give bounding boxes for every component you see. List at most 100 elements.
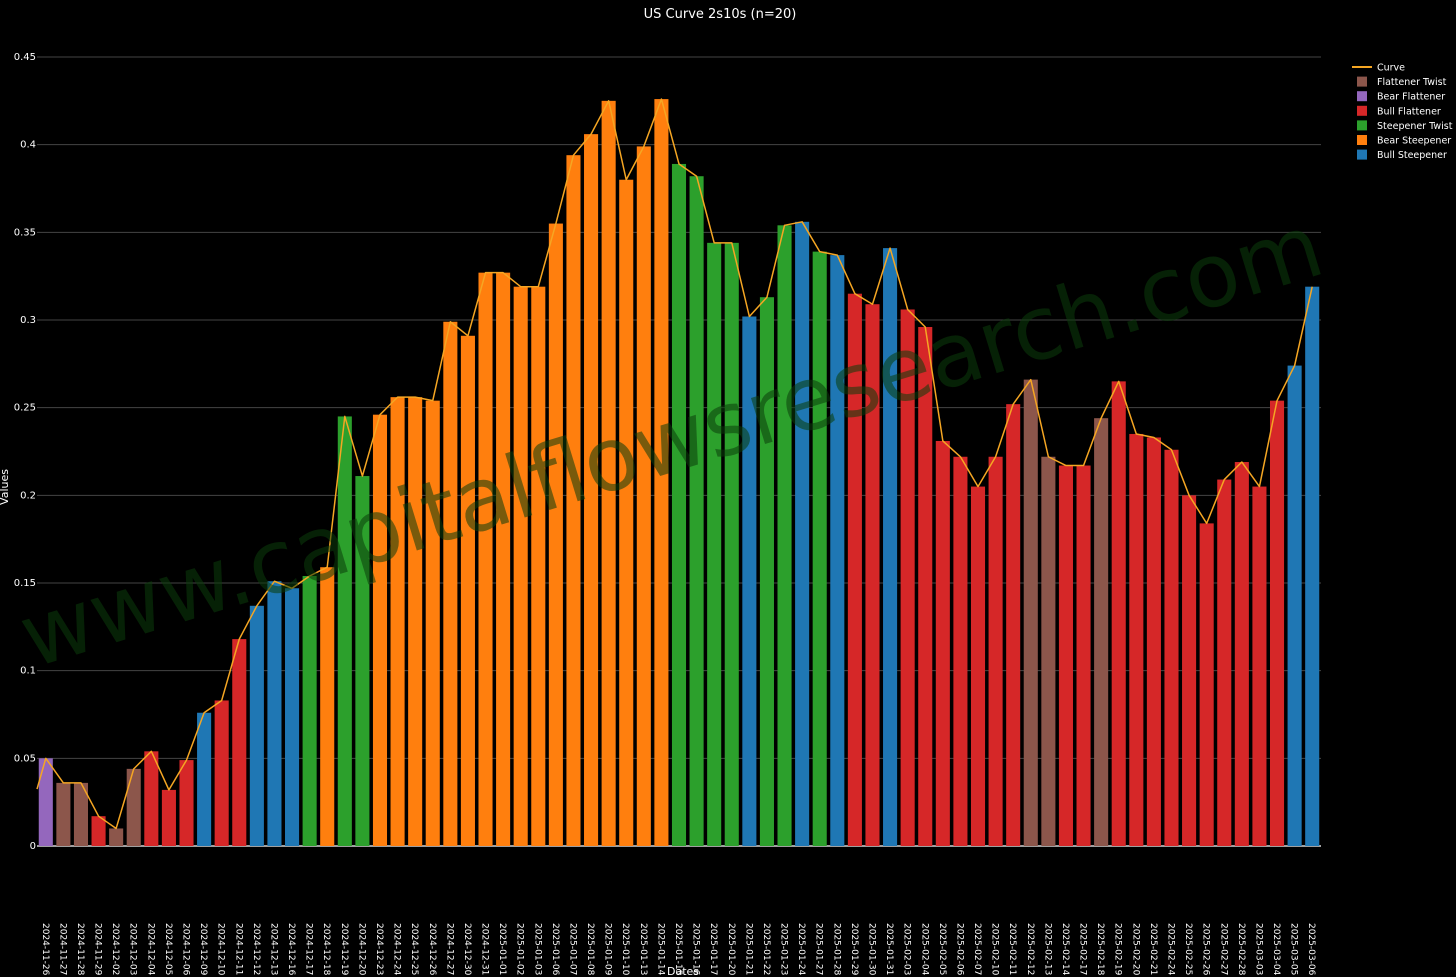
- bar[interactable]: [1041, 456, 1056, 846]
- legend-item[interactable]: Bull Flattener: [1357, 105, 1441, 118]
- bar[interactable]: [777, 225, 792, 846]
- bar[interactable]: [742, 316, 757, 846]
- bar[interactable]: [759, 297, 774, 846]
- bar[interactable]: [970, 486, 986, 846]
- bar[interactable]: [513, 286, 528, 847]
- bar[interactable]: [918, 327, 933, 847]
- bar[interactable]: [601, 100, 616, 847]
- bar[interactable]: [1287, 365, 1302, 846]
- bar[interactable]: [1111, 381, 1126, 846]
- x-tick-label: 2025-01-27: [814, 923, 824, 975]
- bar[interactable]: [443, 321, 458, 847]
- bar[interactable]: [584, 134, 599, 846]
- curve-line[interactable]: [36, 98, 1313, 830]
- legend-item[interactable]: Bear Flattener: [1357, 91, 1445, 103]
- x-tick-label: 2024-12-12: [251, 923, 261, 975]
- x-tick-label: 2025-01-21: [743, 923, 753, 975]
- legend-swatch: [1357, 91, 1367, 102]
- bar[interactable]: [619, 179, 634, 846]
- bar[interactable]: [847, 293, 862, 846]
- x-tick-label: 2024-12-10: [216, 923, 226, 976]
- bar[interactable]: [1006, 404, 1021, 846]
- bar[interactable]: [126, 768, 141, 846]
- bar[interactable]: [38, 758, 53, 846]
- bar[interactable]: [1182, 495, 1197, 846]
- bar[interactable]: [812, 251, 827, 846]
- bar[interactable]: [425, 400, 440, 846]
- bar[interactable]: [56, 782, 71, 846]
- bar[interactable]: [830, 255, 845, 847]
- bar[interactable]: [724, 242, 739, 846]
- x-tick-label: 2024-12-30: [462, 923, 472, 976]
- bar[interactable]: [1199, 523, 1214, 846]
- bar[interactable]: [1305, 286, 1320, 847]
- bar[interactable]: [1164, 449, 1179, 846]
- legend-item[interactable]: Bull Steepener: [1357, 149, 1447, 162]
- bar[interactable]: [1252, 486, 1267, 846]
- bar[interactable]: [900, 309, 915, 847]
- bar[interactable]: [654, 99, 669, 846]
- bar[interactable]: [953, 456, 968, 846]
- legend-item[interactable]: Curve: [1352, 63, 1405, 74]
- legend-item[interactable]: Flattener Twist: [1357, 76, 1447, 89]
- bar[interactable]: [408, 397, 423, 846]
- x-tick-label: 2025-02-25: [1183, 923, 1193, 975]
- x-tick-label: 2025-02-12: [1025, 923, 1035, 975]
- x-tick-label: 2024-12-05: [163, 923, 173, 975]
- bar[interactable]: [707, 242, 722, 846]
- bar[interactable]: [1058, 465, 1073, 846]
- bar[interactable]: [161, 789, 176, 846]
- bar[interactable]: [144, 751, 159, 846]
- bar[interactable]: [214, 700, 229, 846]
- bar[interactable]: [355, 476, 370, 846]
- x-tick-label: 2025-01-01: [497, 923, 507, 975]
- bar[interactable]: [671, 163, 687, 846]
- bar[interactable]: [478, 272, 493, 846]
- bar[interactable]: [548, 223, 563, 847]
- bar[interactable]: [1129, 433, 1144, 846]
- bar[interactable]: [1217, 479, 1232, 846]
- x-tick-label: 2025-01-15: [673, 923, 683, 975]
- bar[interactable]: [1234, 462, 1249, 846]
- bar[interactable]: [91, 816, 106, 846]
- x-tick-label: 2024-11-28: [75, 923, 85, 976]
- bar[interactable]: [1146, 437, 1161, 846]
- bar[interactable]: [1269, 400, 1285, 846]
- x-tick-label: 2025-01-23: [779, 923, 789, 975]
- bar[interactable]: [636, 146, 651, 847]
- legend-label: Bear Flattener: [1377, 92, 1445, 103]
- legend-item[interactable]: Bear Steepener: [1357, 135, 1451, 147]
- bar[interactable]: [179, 760, 194, 846]
- bar[interactable]: [935, 440, 950, 846]
- bar[interactable]: [689, 176, 704, 846]
- bar[interactable]: [566, 155, 581, 847]
- bar[interactable]: [795, 221, 810, 846]
- x-tick-label: 2025-01-08: [585, 923, 595, 976]
- x-tick-label: 2025-01-29: [849, 923, 859, 976]
- bar[interactable]: [1094, 418, 1109, 846]
- bar[interactable]: [883, 248, 898, 846]
- bar[interactable]: [1076, 465, 1091, 846]
- bar[interactable]: [197, 712, 212, 846]
- bar[interactable]: [249, 605, 264, 846]
- bar[interactable]: [988, 456, 1003, 846]
- bar[interactable]: [390, 397, 405, 846]
- bar[interactable]: [337, 416, 352, 846]
- bar[interactable]: [460, 335, 475, 846]
- bar[interactable]: [232, 639, 247, 846]
- bar[interactable]: [285, 588, 300, 846]
- bar[interactable]: [496, 272, 511, 846]
- legend-label: Bull Steepener: [1377, 150, 1447, 161]
- bar[interactable]: [109, 828, 124, 846]
- bar[interactable]: [531, 286, 546, 847]
- bar[interactable]: [1023, 379, 1038, 846]
- bar[interactable]: [372, 414, 388, 846]
- bar[interactable]: [865, 304, 880, 847]
- bar[interactable]: [267, 581, 282, 846]
- legend[interactable]: Curve Flattener Twist Bear Flattener Bull F…: [1352, 63, 1453, 162]
- bar[interactable]: [320, 567, 335, 846]
- bar[interactable]: [302, 575, 317, 846]
- legend-item[interactable]: Steepener Twist: [1357, 120, 1453, 132]
- bar[interactable]: [73, 782, 89, 846]
- legend-label: Curve: [1377, 63, 1405, 74]
